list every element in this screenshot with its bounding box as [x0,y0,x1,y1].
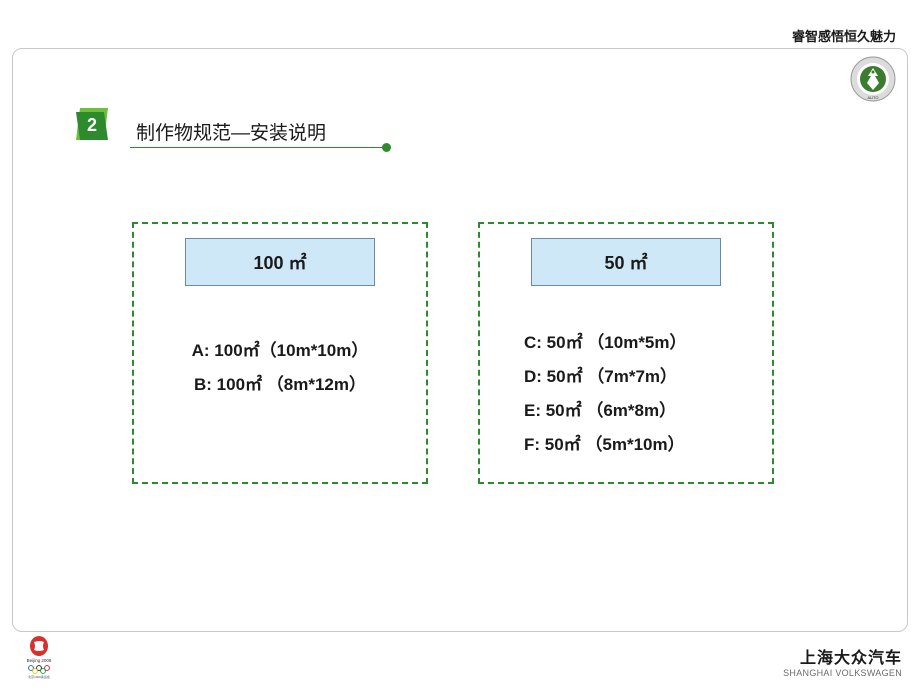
panel-50-item: D: 50㎡ （7m*7m） [524,360,744,394]
panel-100-item: B: 100㎡ （8m*12m） [162,368,398,402]
badge-number: 2 [87,115,97,135]
slide-title: 制作物规范—安装说明 [136,118,326,145]
panel-50: 50 ㎡ C: 50㎡ （10m*5m） D: 50㎡ （7m*7m） E: 5… [478,222,774,484]
svg-text:Beijing 2008: Beijing 2008 [27,658,52,663]
panel-100-item: A: 100㎡（10m*10m） [162,334,398,368]
section-badge: 2 [72,104,112,144]
tagline-text: 睿智感悟恒久魅力 [792,26,896,45]
olympic-logo: Beijing 2008 北京2008奥运会 [22,636,56,680]
footer-brand: 上海大众汽车 SHANGHAI VOLKSWAGEN [783,644,902,678]
panel-50-header: 50 ㎡ [531,238,721,286]
olympic-logo-svg: Beijing 2008 北京2008奥运会 [22,636,56,680]
footer-brand-en: SHANGHAI VOLKSWAGEN [783,668,902,678]
panel-50-item: F: 50㎡ （5m*10m） [524,428,744,462]
panel-100-header: 100 ㎡ [185,238,375,286]
title-underline [130,147,386,148]
panel-50-item: C: 50㎡ （10m*5m） [524,326,744,360]
svg-text:AUTO: AUTO [867,95,878,100]
panel-100-body: A: 100㎡（10m*10m） B: 100㎡ （8m*12m） [134,334,426,402]
title-dot-icon [382,143,391,152]
panel-100: 100 ㎡ A: 100㎡（10m*10m） B: 100㎡ （8m*12m） [132,222,428,484]
footer-brand-cn: 上海大众汽车 [783,644,902,668]
panel-50-body: C: 50㎡ （10m*5m） D: 50㎡ （7m*7m） E: 50㎡ （6… [480,326,772,462]
panel-50-item: E: 50㎡ （6m*8m） [524,394,744,428]
skoda-logo-svg: AUTO [850,56,896,102]
badge-icon: 2 [72,104,112,144]
svg-text:北京2008奥运会: 北京2008奥运会 [28,674,50,679]
skoda-logo: AUTO [850,56,896,102]
